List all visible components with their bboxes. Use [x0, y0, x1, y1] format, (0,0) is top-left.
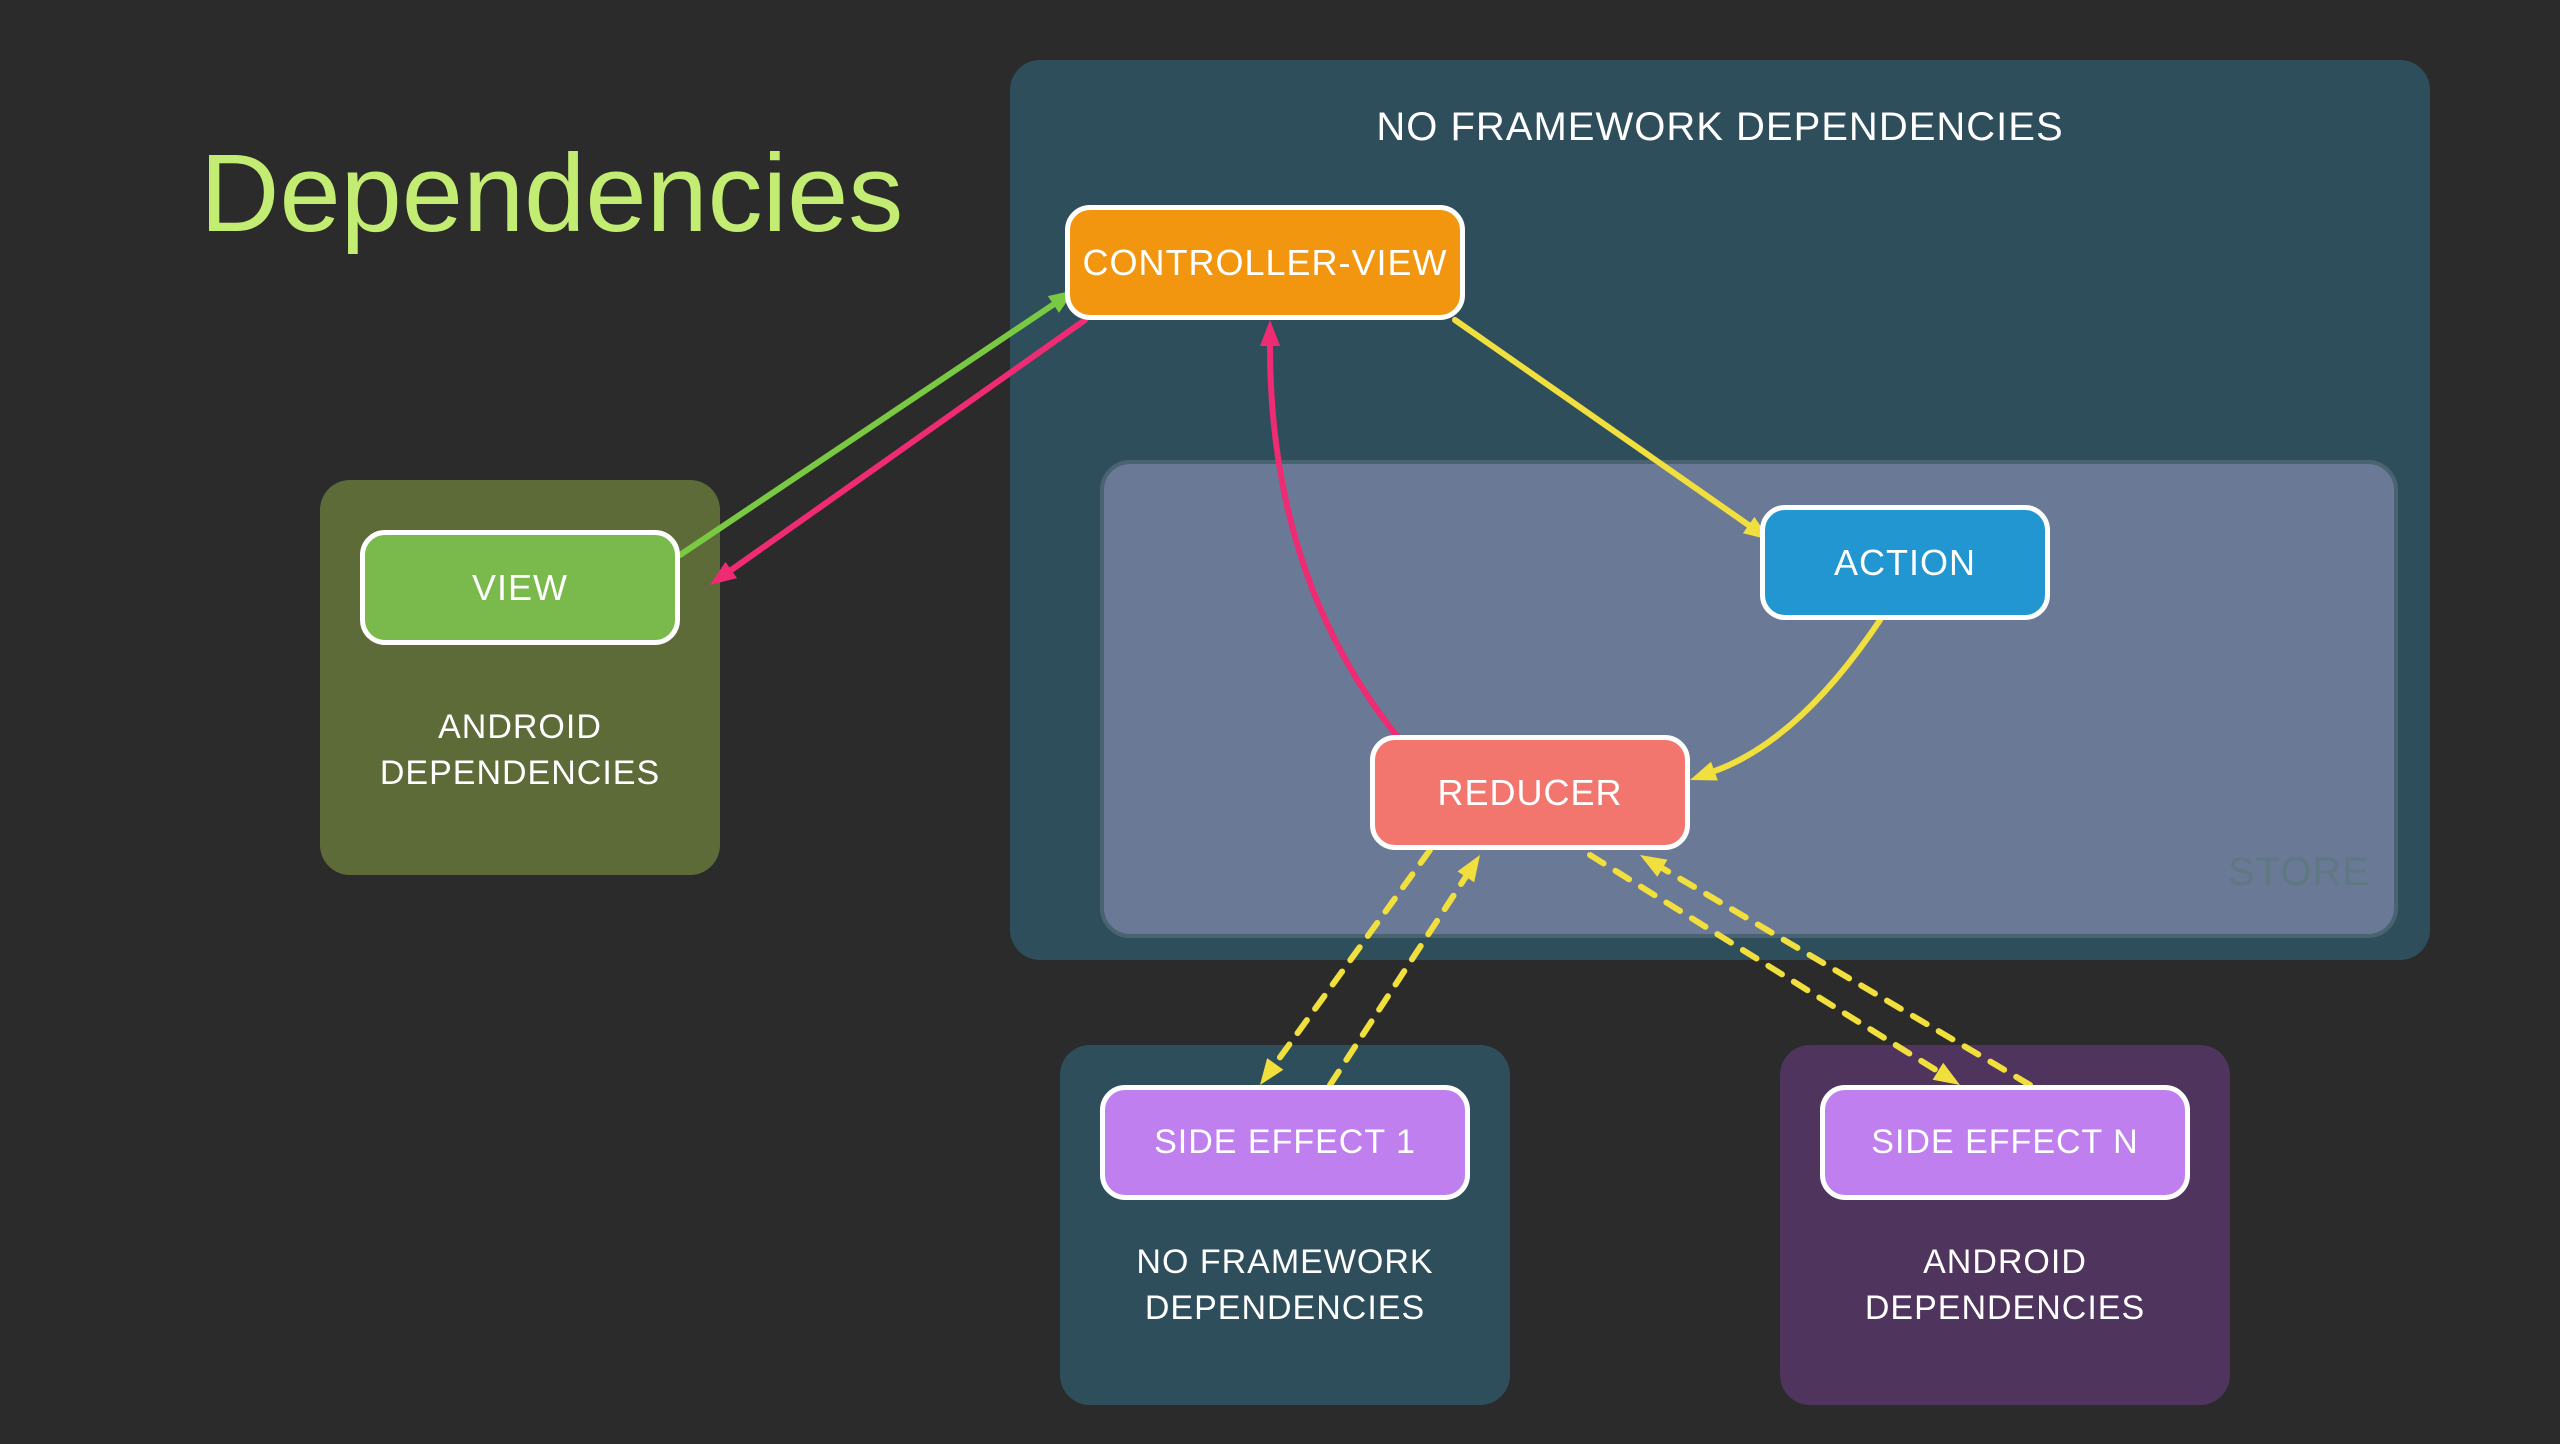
- container-no-framework-label: NO FRAMEWORK DEPENDENCIES: [1010, 105, 2430, 150]
- diagram-stage: Dependencies NO FRAMEWORK DEPENDENCIES S…: [0, 0, 2560, 1444]
- node-side-effect-n: SIDE EFFECT N: [1820, 1085, 2190, 1200]
- node-view-label: VIEW: [472, 567, 568, 609]
- container-android-view-label: ANDROIDDEPENDENCIES: [320, 705, 720, 797]
- node-side-effect-n-label: SIDE EFFECT N: [1871, 1123, 2138, 1162]
- node-view: VIEW: [360, 530, 680, 645]
- node-controller-view-label: CONTROLLER-VIEW: [1082, 242, 1447, 284]
- node-side-effect-1-label: SIDE EFFECT 1: [1154, 1123, 1416, 1162]
- slide-title: Dependencies: [200, 130, 903, 257]
- node-action-label: ACTION: [1834, 542, 1976, 584]
- node-action: ACTION: [1760, 505, 2050, 620]
- container-side-effect-n-label: ANDROIDDEPENDENCIES: [1780, 1240, 2230, 1332]
- container-side-effect-1-label: NO FRAMEWORKDEPENDENCIES: [1060, 1240, 1510, 1332]
- node-reducer-label: REDUCER: [1437, 772, 1622, 814]
- node-controller-view: CONTROLLER-VIEW: [1065, 205, 1465, 320]
- node-side-effect-1: SIDE EFFECT 1: [1100, 1085, 1470, 1200]
- node-reducer: REDUCER: [1370, 735, 1690, 850]
- container-store-label: STORE: [2170, 850, 2370, 895]
